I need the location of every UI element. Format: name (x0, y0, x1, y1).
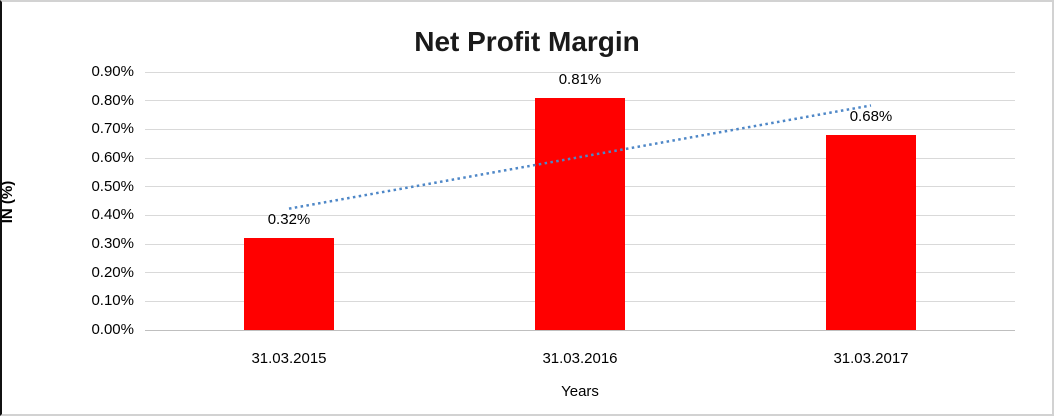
bar-value-label: 0.68% (849, 108, 893, 126)
y-tick-label: 0.50% (91, 177, 134, 195)
y-tick-label: 0.30% (91, 235, 134, 252)
x-tick-label: 31.03.2016 (542, 350, 618, 367)
chart-title: Net Profit Margin (414, 26, 640, 57)
y-tick-label: 0.20% (91, 263, 134, 281)
bar[interactable] (244, 238, 334, 330)
x-axis-line (145, 329, 1015, 331)
y-gridline (145, 71, 1015, 73)
y-tick-label: 0.10% (91, 292, 134, 310)
x-axis-title: Years (561, 383, 599, 400)
y-tick-label: 0.80% (91, 91, 134, 109)
bar[interactable] (826, 135, 916, 330)
y-axis-title: IN (%) (0, 180, 16, 224)
y-tick-label: 0.70% (91, 120, 134, 138)
x-tick-label: 31.03.2017 (833, 350, 909, 367)
y-tick-label: 0.60% (91, 149, 134, 166)
y-tick-label: 0.40% (91, 206, 134, 224)
bar[interactable] (535, 97, 625, 330)
bar-value-label: 0.81% (558, 70, 602, 88)
y-tick-label: 0.90% (91, 63, 134, 80)
bar-value-label: 0.32% (267, 211, 311, 229)
y-tick-label: 0.00% (91, 321, 134, 338)
x-tick-label: 31.03.2015 (251, 350, 327, 367)
